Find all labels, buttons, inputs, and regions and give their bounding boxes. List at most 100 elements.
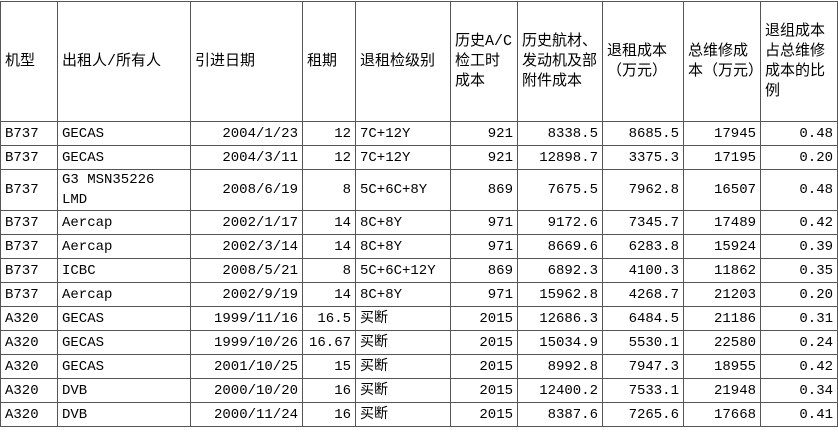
table-cell: 0.41: [760, 402, 838, 427]
table-cell: 买断: [355, 306, 451, 331]
data-table: 机型 出租人/所有人 引进日期 租期 退租检级别 历史A/C检工时成本 历史航材、发动机及部…: [0, 1, 838, 427]
table-cell: 8992.8: [517, 354, 603, 379]
table-cell: B737: [0, 145, 58, 170]
table-cell: Aercap: [57, 234, 191, 259]
table-cell: 0.42: [760, 354, 838, 379]
table-cell: 8C+8Y: [355, 210, 451, 235]
header-cell: 退组成本占总维修成本的比例: [760, 1, 838, 122]
header-cell: 引进日期: [190, 1, 303, 122]
table-cell: 0.42: [760, 210, 838, 235]
table-row: B737 G3 MSN35226 LMD 2008/6/19 8 5C+6C+8Y 869…: [0, 169, 838, 211]
table-cell: 15924: [683, 234, 761, 259]
table-cell: 0.34: [760, 378, 838, 403]
header-cell: 历史航材、发动机及部附件成本: [517, 1, 603, 122]
table-body: B737 GECAS 2004/1/23 12 7C+12Y 921 8338.5 8685.…: [0, 121, 838, 427]
table-cell: 4268.7: [602, 282, 684, 307]
table-cell: 0.20: [760, 145, 838, 170]
table-cell: 21203: [683, 282, 761, 307]
table-cell: 869: [450, 169, 518, 211]
table-cell: 2002/1/17: [190, 210, 303, 235]
table-cell: B737: [0, 121, 58, 146]
table-cell: 0.24: [760, 330, 838, 355]
table-row: B737 ICBC 2008/5/21 8 5C+6C+12Y 869 6892.3 4100…: [0, 258, 838, 283]
table-cell: 买断: [355, 330, 451, 355]
table-cell: 7533.1: [602, 378, 684, 403]
table-cell: 2004/3/11: [190, 145, 303, 170]
table-cell: 921: [450, 145, 518, 170]
table-cell: 17668: [683, 402, 761, 427]
table-cell: 2015: [450, 354, 518, 379]
header-cell: 退租检级别: [355, 1, 451, 122]
table-cell: 7947.3: [602, 354, 684, 379]
table-cell: 21948: [683, 378, 761, 403]
table-cell: A320: [0, 378, 58, 403]
header-cell: 历史A/C检工时成本: [450, 1, 518, 122]
table-cell: 0.20: [760, 282, 838, 307]
table-cell: 0.39: [760, 234, 838, 259]
table-cell: GECAS: [57, 354, 191, 379]
table-cell: 买断: [355, 378, 451, 403]
table-cell: 12: [302, 145, 356, 170]
table-row: B737 GECAS 2004/3/11 12 7C+12Y 921 12898.7 3375…: [0, 145, 838, 170]
table-cell: 2002/9/19: [190, 282, 303, 307]
table-cell: 12: [302, 121, 356, 146]
table-cell: 2004/1/23: [190, 121, 303, 146]
table-cell: 2015: [450, 330, 518, 355]
table-cell: 869: [450, 258, 518, 283]
table-cell: DVB: [57, 402, 191, 427]
header-row: 机型 出租人/所有人 引进日期 租期 退租检级别 历史A/C检工时成本 历史航材、发动机及部…: [0, 1, 838, 122]
table-cell: 7C+12Y: [355, 145, 451, 170]
table-cell: 12686.3: [517, 306, 603, 331]
table-cell: 1999/10/26: [190, 330, 303, 355]
table-cell: 14: [302, 234, 356, 259]
table-cell: 2015: [450, 306, 518, 331]
table-cell: 0.48: [760, 121, 838, 146]
header-cell: 机型: [0, 1, 58, 122]
table-cell: 8387.6: [517, 402, 603, 427]
table-cell: Aercap: [57, 210, 191, 235]
table-cell: 8669.6: [517, 234, 603, 259]
table-cell: 16: [302, 402, 356, 427]
table-cell: DVB: [57, 378, 191, 403]
table-cell: 18955: [683, 354, 761, 379]
table-cell: 2008/6/19: [190, 169, 303, 211]
table-cell: 7345.7: [602, 210, 684, 235]
table-cell: 17489: [683, 210, 761, 235]
table-cell: 5C+6C+12Y: [355, 258, 451, 283]
table-cell: 2008/5/21: [190, 258, 303, 283]
table-cell: 12400.2: [517, 378, 603, 403]
table-cell: GECAS: [57, 145, 191, 170]
table-cell: 12898.7: [517, 145, 603, 170]
table-cell: A320: [0, 354, 58, 379]
table-cell: 16.67: [302, 330, 356, 355]
table-row: B737 Aercap 2002/3/14 14 8C+8Y 971 8669.6 6283.…: [0, 234, 838, 259]
table-cell: 8: [302, 169, 356, 211]
table-cell: 7675.5: [517, 169, 603, 211]
table-cell: 9172.6: [517, 210, 603, 235]
table-cell: 2015: [450, 402, 518, 427]
table-cell: 6484.5: [602, 306, 684, 331]
table-cell: 11862: [683, 258, 761, 283]
table-cell: B737: [0, 210, 58, 235]
table-cell: 21186: [683, 306, 761, 331]
table-cell: 6892.3: [517, 258, 603, 283]
table-cell: 5C+6C+8Y: [355, 169, 451, 211]
table-cell: 8338.5: [517, 121, 603, 146]
table-cell: 16: [302, 378, 356, 403]
table-cell: 14: [302, 210, 356, 235]
table-cell: GECAS: [57, 306, 191, 331]
table-cell: 0.48: [760, 169, 838, 211]
table-cell: 971: [450, 210, 518, 235]
table-cell: A320: [0, 330, 58, 355]
table-cell: 15: [302, 354, 356, 379]
table-cell: 买断: [355, 402, 451, 427]
table-row: B737 Aercap 2002/9/19 14 8C+8Y 971 15962.8 4268…: [0, 282, 838, 307]
header-cell: 出租人/所有人: [57, 1, 191, 122]
table-cell: 17195: [683, 145, 761, 170]
table-cell: 921: [450, 121, 518, 146]
table-cell: 7265.6: [602, 402, 684, 427]
table-cell: B737: [0, 258, 58, 283]
table-cell: 15034.9: [517, 330, 603, 355]
table-cell: G3 MSN35226 LMD: [57, 169, 191, 211]
